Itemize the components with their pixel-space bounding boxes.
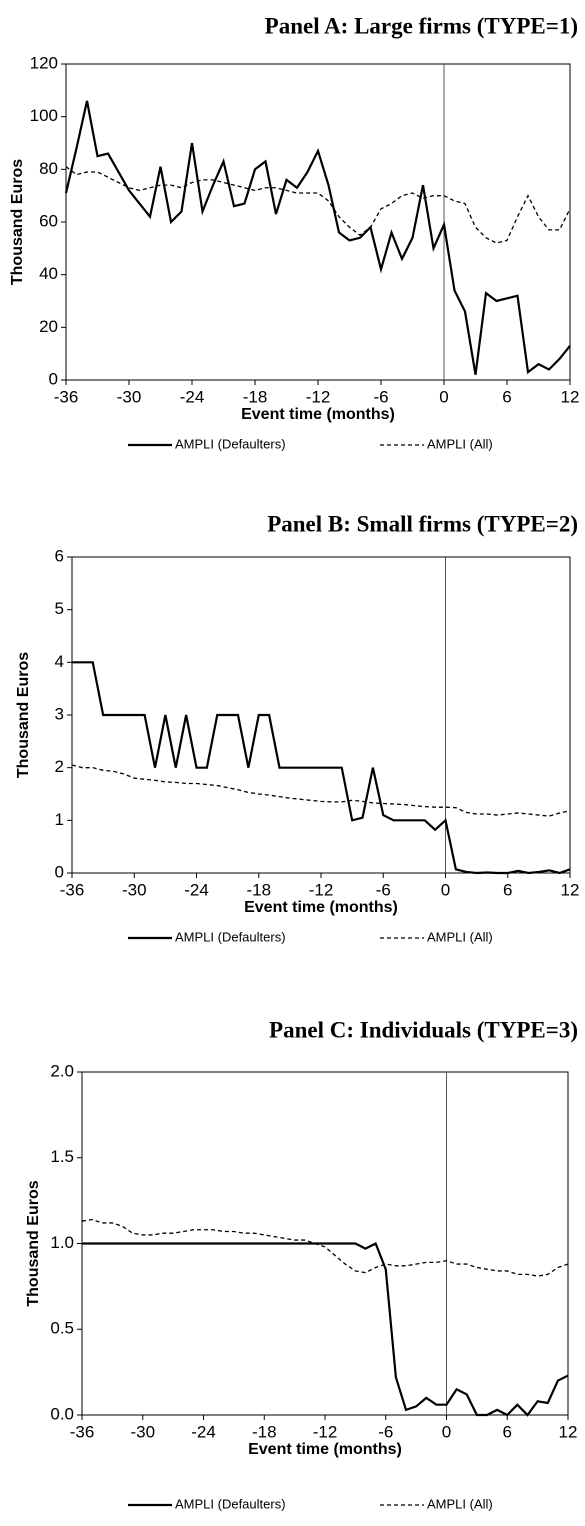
y-tick-label: 6 [55, 546, 64, 565]
y-tick-label: 20 [39, 317, 58, 336]
x-tick-label: 0 [441, 880, 450, 899]
x-tick-label: -30 [117, 387, 142, 406]
y-tick-label: 120 [30, 53, 58, 72]
x-tick-label: -30 [130, 1422, 155, 1441]
y-tick-label: 3 [55, 704, 64, 723]
y-tick-label: 2 [55, 757, 64, 776]
x-tick-label: -6 [373, 387, 388, 406]
y-tick-label: 0.5 [50, 1319, 74, 1338]
x-tick-label: -24 [180, 387, 205, 406]
x-tick-label: -24 [184, 880, 209, 899]
y-tick-label: 1.5 [50, 1147, 74, 1166]
plot-frame [71, 556, 571, 874]
series-line [64, 100, 571, 375]
series-line [65, 166, 571, 244]
y-tick-label: 1 [55, 810, 64, 829]
panel-title: Panel A: Large firms (TYPE=1) [265, 13, 578, 38]
y-axis-label: Thousand Euros [15, 652, 32, 778]
x-tick-label: -36 [70, 1422, 95, 1441]
y-axis-label: Thousand Euros [25, 1180, 42, 1306]
x-axis-label: Event time (months) [241, 406, 395, 423]
x-axis-label: Event time (months) [248, 1441, 402, 1458]
legend-label: AMPLI (Defaulters) [175, 436, 286, 451]
y-axis-label: Thousand Euros [9, 159, 26, 285]
legend-label: AMPLI (All) [427, 1496, 493, 1511]
x-axis-label: Event time (months) [244, 899, 398, 916]
x-tick-label: -36 [60, 880, 85, 899]
y-tick-label: 100 [30, 106, 58, 125]
y-tick-label: 5 [55, 599, 64, 618]
y-tick-label: 2.0 [50, 1061, 74, 1080]
x-tick-label: 12 [561, 387, 580, 406]
x-tick-label: -12 [313, 1422, 338, 1441]
legend-label: AMPLI (Defaulters) [175, 1496, 286, 1511]
x-tick-label: 6 [503, 880, 512, 899]
x-tick-label: 12 [559, 1422, 578, 1441]
y-tick-label: 80 [39, 159, 58, 178]
series-line [81, 1218, 569, 1277]
x-tick-label: -6 [378, 1422, 393, 1441]
x-tick-label: -18 [246, 880, 271, 899]
y-tick-label: 4 [55, 652, 64, 671]
x-tick-label: -36 [54, 387, 79, 406]
x-tick-label: -18 [252, 1422, 277, 1441]
y-tick-label: 0 [55, 862, 64, 881]
x-tick-label: -12 [306, 387, 331, 406]
y-tick-label: 0 [49, 369, 58, 388]
panel-title: Panel B: Small firms (TYPE=2) [267, 511, 578, 536]
x-tick-label: 6 [503, 1422, 512, 1441]
x-tick-label: -30 [122, 880, 147, 899]
x-tick-label: -6 [376, 880, 391, 899]
y-tick-label: 60 [39, 211, 58, 230]
panel-title: Panel C: Individuals (TYPE=3) [269, 1017, 578, 1042]
series-line [82, 1241, 569, 1417]
plot-frame [65, 63, 571, 381]
y-tick-label: 0.0 [50, 1404, 74, 1423]
x-tick-label: -24 [191, 1422, 216, 1441]
x-tick-label: 12 [561, 880, 580, 899]
y-tick-label: 1.0 [50, 1233, 74, 1252]
x-tick-label: 0 [439, 387, 448, 406]
x-tick-label: -12 [309, 880, 334, 899]
y-tick-label: 40 [39, 264, 58, 283]
x-tick-label: -18 [243, 387, 268, 406]
series-line [72, 661, 571, 875]
x-tick-label: 6 [502, 387, 511, 406]
legend-label: AMPLI (All) [427, 929, 493, 944]
series-line [71, 764, 571, 817]
legend-label: AMPLI (All) [427, 436, 493, 451]
x-tick-label: 0 [442, 1422, 451, 1441]
legend-label: AMPLI (Defaulters) [175, 929, 286, 944]
